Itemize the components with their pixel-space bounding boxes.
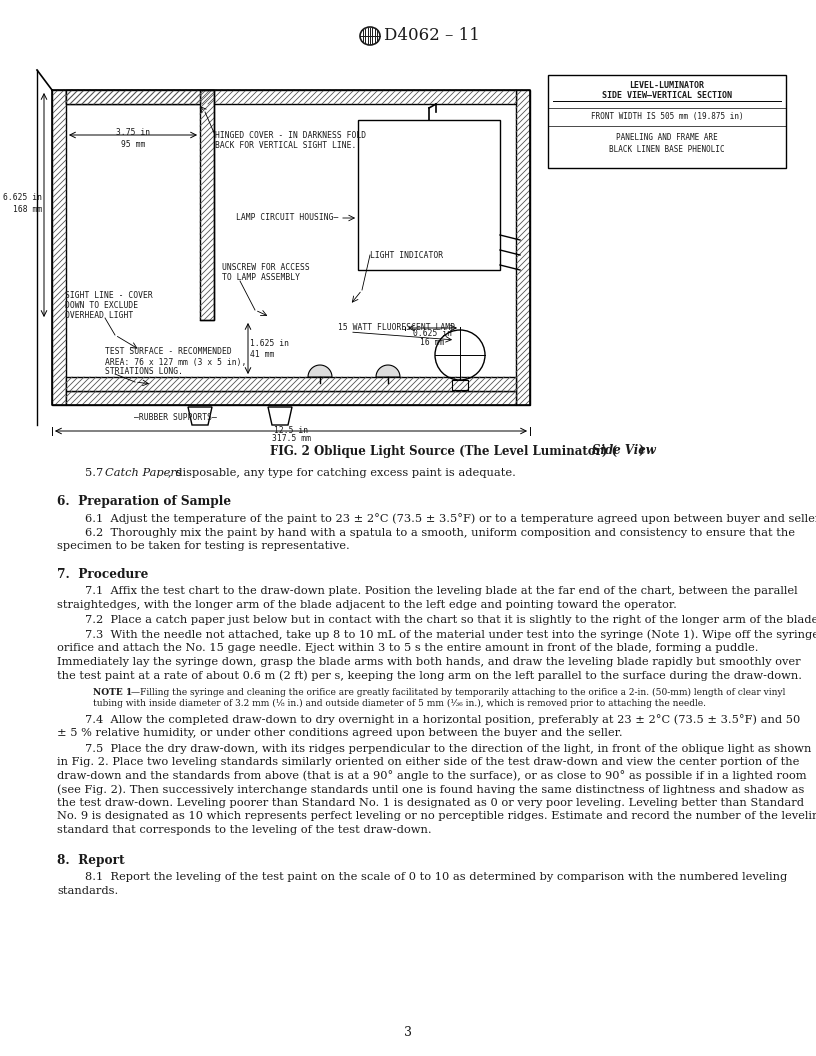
- Text: 15 WATT FLUORESCENT LAMP: 15 WATT FLUORESCENT LAMP: [338, 323, 455, 333]
- Text: orifice and attach the No. 15 gage needle. Eject within 3 to 5 s the entire amou: orifice and attach the No. 15 gage needl…: [57, 643, 759, 653]
- Text: 7.5  Place the dry draw-down, with its ridges perpendicular to the direction of : 7.5 Place the dry draw-down, with its ri…: [85, 743, 811, 754]
- Text: —RUBBER SUPPORTS—: —RUBBER SUPPORTS—: [134, 414, 216, 422]
- Polygon shape: [376, 365, 400, 377]
- Text: 1.625 in: 1.625 in: [250, 339, 289, 348]
- Text: the test paint at a rate of about 0.6 m (2 ft) per s, keeping the long arm on th: the test paint at a rate of about 0.6 m …: [57, 671, 802, 681]
- Text: 6.625 in: 6.625 in: [3, 192, 42, 202]
- Text: 7.1  Affix the test chart to the draw-down plate. Position the leveling blade at: 7.1 Affix the test chart to the draw-dow…: [85, 586, 797, 597]
- Bar: [66, 103, 516, 391]
- Text: LIGHT INDICATOR: LIGHT INDICATOR: [370, 250, 443, 260]
- Text: AREA: 76 x 127 mm (3 x 5 in),: AREA: 76 x 127 mm (3 x 5 in),: [105, 358, 246, 366]
- Text: Catch Papers: Catch Papers: [105, 468, 182, 478]
- Text: BLACK LINEN BASE PHENOLIC: BLACK LINEN BASE PHENOLIC: [610, 145, 725, 153]
- Bar: [516, 90, 530, 406]
- Text: 8.  Report: 8. Report: [57, 854, 125, 867]
- Text: —Filling the syringe and cleaning the orifice are greatly facilitated by tempora: —Filling the syringe and cleaning the or…: [131, 687, 785, 697]
- Text: FIG. 2 Oblique Light Source (The Level Luminator) (: FIG. 2 Oblique Light Source (The Level L…: [270, 445, 621, 457]
- Text: in Fig. 2. Place two leveling standards similarly oriented on either side of the: in Fig. 2. Place two leveling standards …: [57, 757, 800, 767]
- Text: 8.1  Report the leveling of the test paint on the scale of 0 to 10 as determined: 8.1 Report the leveling of the test pain…: [85, 872, 787, 882]
- Text: 5.7: 5.7: [85, 468, 107, 478]
- Text: FRONT WIDTH IS 505 mm (19.875 in): FRONT WIDTH IS 505 mm (19.875 in): [591, 113, 743, 121]
- Text: PANELING AND FRAME ARE: PANELING AND FRAME ARE: [616, 132, 718, 142]
- Text: NOTE 1: NOTE 1: [93, 687, 132, 697]
- Text: 168 mm: 168 mm: [13, 206, 42, 214]
- Text: STRIATIONS LONG.: STRIATIONS LONG.: [105, 367, 183, 377]
- Text: 7.2  Place a catch paper just below but in contact with the chart so that it is : 7.2 Place a catch paper just below but i…: [85, 615, 816, 625]
- Text: 95 mm: 95 mm: [121, 140, 145, 149]
- Bar: [548, 75, 786, 168]
- Text: SIDE VIEW—VERTICAL SECTION: SIDE VIEW—VERTICAL SECTION: [602, 91, 732, 99]
- Text: 3: 3: [404, 1025, 412, 1038]
- Text: TEST SURFACE - RECOMMENDED: TEST SURFACE - RECOMMENDED: [105, 347, 232, 357]
- Text: TO LAMP ASSEMBLY: TO LAMP ASSEMBLY: [222, 274, 300, 283]
- Text: standards.: standards.: [57, 886, 118, 895]
- Text: ± 5 % relative humidity, or under other conditions agreed upon between the buyer: ± 5 % relative humidity, or under other …: [57, 728, 623, 738]
- Text: HINGED COVER - IN DARKNESS FOLD: HINGED COVER - IN DARKNESS FOLD: [215, 131, 366, 139]
- Text: No. 9 is designated as 10 which represents perfect leveling or no perceptible ri: No. 9 is designated as 10 which represen…: [57, 811, 816, 822]
- Text: 7.3  With the needle not attached, take up 8 to 10 mL of the material under test: 7.3 With the needle not attached, take u…: [85, 629, 816, 640]
- Text: 12.5 in: 12.5 in: [274, 426, 308, 435]
- Bar: [66, 90, 200, 103]
- Text: Side View: Side View: [592, 445, 656, 457]
- Text: 7.4  Allow the completed draw-down to dry overnight in a horizontal position, pr: 7.4 Allow the completed draw-down to dry…: [85, 715, 800, 725]
- Text: straightedges, with the longer arm of the blade adjacent to the left edge and po: straightedges, with the longer arm of th…: [57, 600, 677, 610]
- Text: 6.2  Thoroughly mix the paint by hand with a spatula to a smooth, uniform compos: 6.2 Thoroughly mix the paint by hand wit…: [85, 528, 795, 538]
- Text: 3.75 in: 3.75 in: [116, 128, 150, 137]
- Text: draw-down and the standards from above (that is at a 90° angle to the surface), : draw-down and the standards from above (…: [57, 771, 807, 781]
- Polygon shape: [308, 365, 332, 377]
- Text: Immediately lay the syringe down, grasp the blade arms with both hands, and draw: Immediately lay the syringe down, grasp …: [57, 657, 800, 666]
- Bar: [52, 90, 66, 406]
- Text: (see Fig. 2). Then successively interchange standards until one is found having : (see Fig. 2). Then successively intercha…: [57, 784, 805, 794]
- Text: standard that corresponds to the leveling of the test draw-down.: standard that corresponds to the levelin…: [57, 825, 432, 834]
- Bar: [358, 120, 500, 270]
- Bar: [66, 377, 516, 391]
- Text: 6.1  Adjust the temperature of the paint to 23 ± 2°C (73.5 ± 3.5°F) or to a temp: 6.1 Adjust the temperature of the paint …: [85, 513, 816, 524]
- Text: 317.5 mm: 317.5 mm: [272, 434, 311, 444]
- Polygon shape: [268, 407, 292, 425]
- Text: , disposable, any type for catching excess paint is adequate.: , disposable, any type for catching exce…: [168, 468, 516, 478]
- Text: specimen to be taken for testing is representative.: specimen to be taken for testing is repr…: [57, 542, 350, 551]
- Bar: [66, 391, 516, 406]
- Text: BACK FOR VERTICAL SIGHT LINE.: BACK FOR VERTICAL SIGHT LINE.: [215, 140, 357, 150]
- Text: LAMP CIRCUIT HOUSING—: LAMP CIRCUIT HOUSING—: [236, 213, 338, 223]
- Text: 6.  Preparation of Sample: 6. Preparation of Sample: [57, 495, 231, 508]
- Text: DOWN TO EXCLUDE: DOWN TO EXCLUDE: [65, 301, 138, 309]
- Text: tubing with inside diameter of 3.2 mm (⅛ in.) and outside diameter of 5 mm (⅓₆ i: tubing with inside diameter of 3.2 mm (⅛…: [93, 699, 706, 708]
- Text: the test draw-down. Leveling poorer than Standard No. 1 is designated as 0 or ve: the test draw-down. Leveling poorer than…: [57, 797, 804, 808]
- Text: LEVEL-LUMINATOR: LEVEL-LUMINATOR: [629, 80, 704, 90]
- Bar: [200, 90, 214, 320]
- Text: 16 mm: 16 mm: [420, 338, 445, 347]
- Text: 7.  Procedure: 7. Procedure: [57, 568, 149, 582]
- Text: OVERHEAD LIGHT: OVERHEAD LIGHT: [65, 310, 133, 320]
- Text: 41 mm: 41 mm: [250, 350, 274, 359]
- Bar: [66, 90, 516, 103]
- Text: ): ): [638, 445, 644, 457]
- Text: SIGHT LINE - COVER: SIGHT LINE - COVER: [65, 290, 153, 300]
- Text: UNSCREW FOR ACCESS: UNSCREW FOR ACCESS: [222, 264, 310, 272]
- Polygon shape: [188, 407, 212, 425]
- Text: D4062 – 11: D4062 – 11: [384, 27, 480, 44]
- Text: 0.625 in: 0.625 in: [413, 329, 452, 338]
